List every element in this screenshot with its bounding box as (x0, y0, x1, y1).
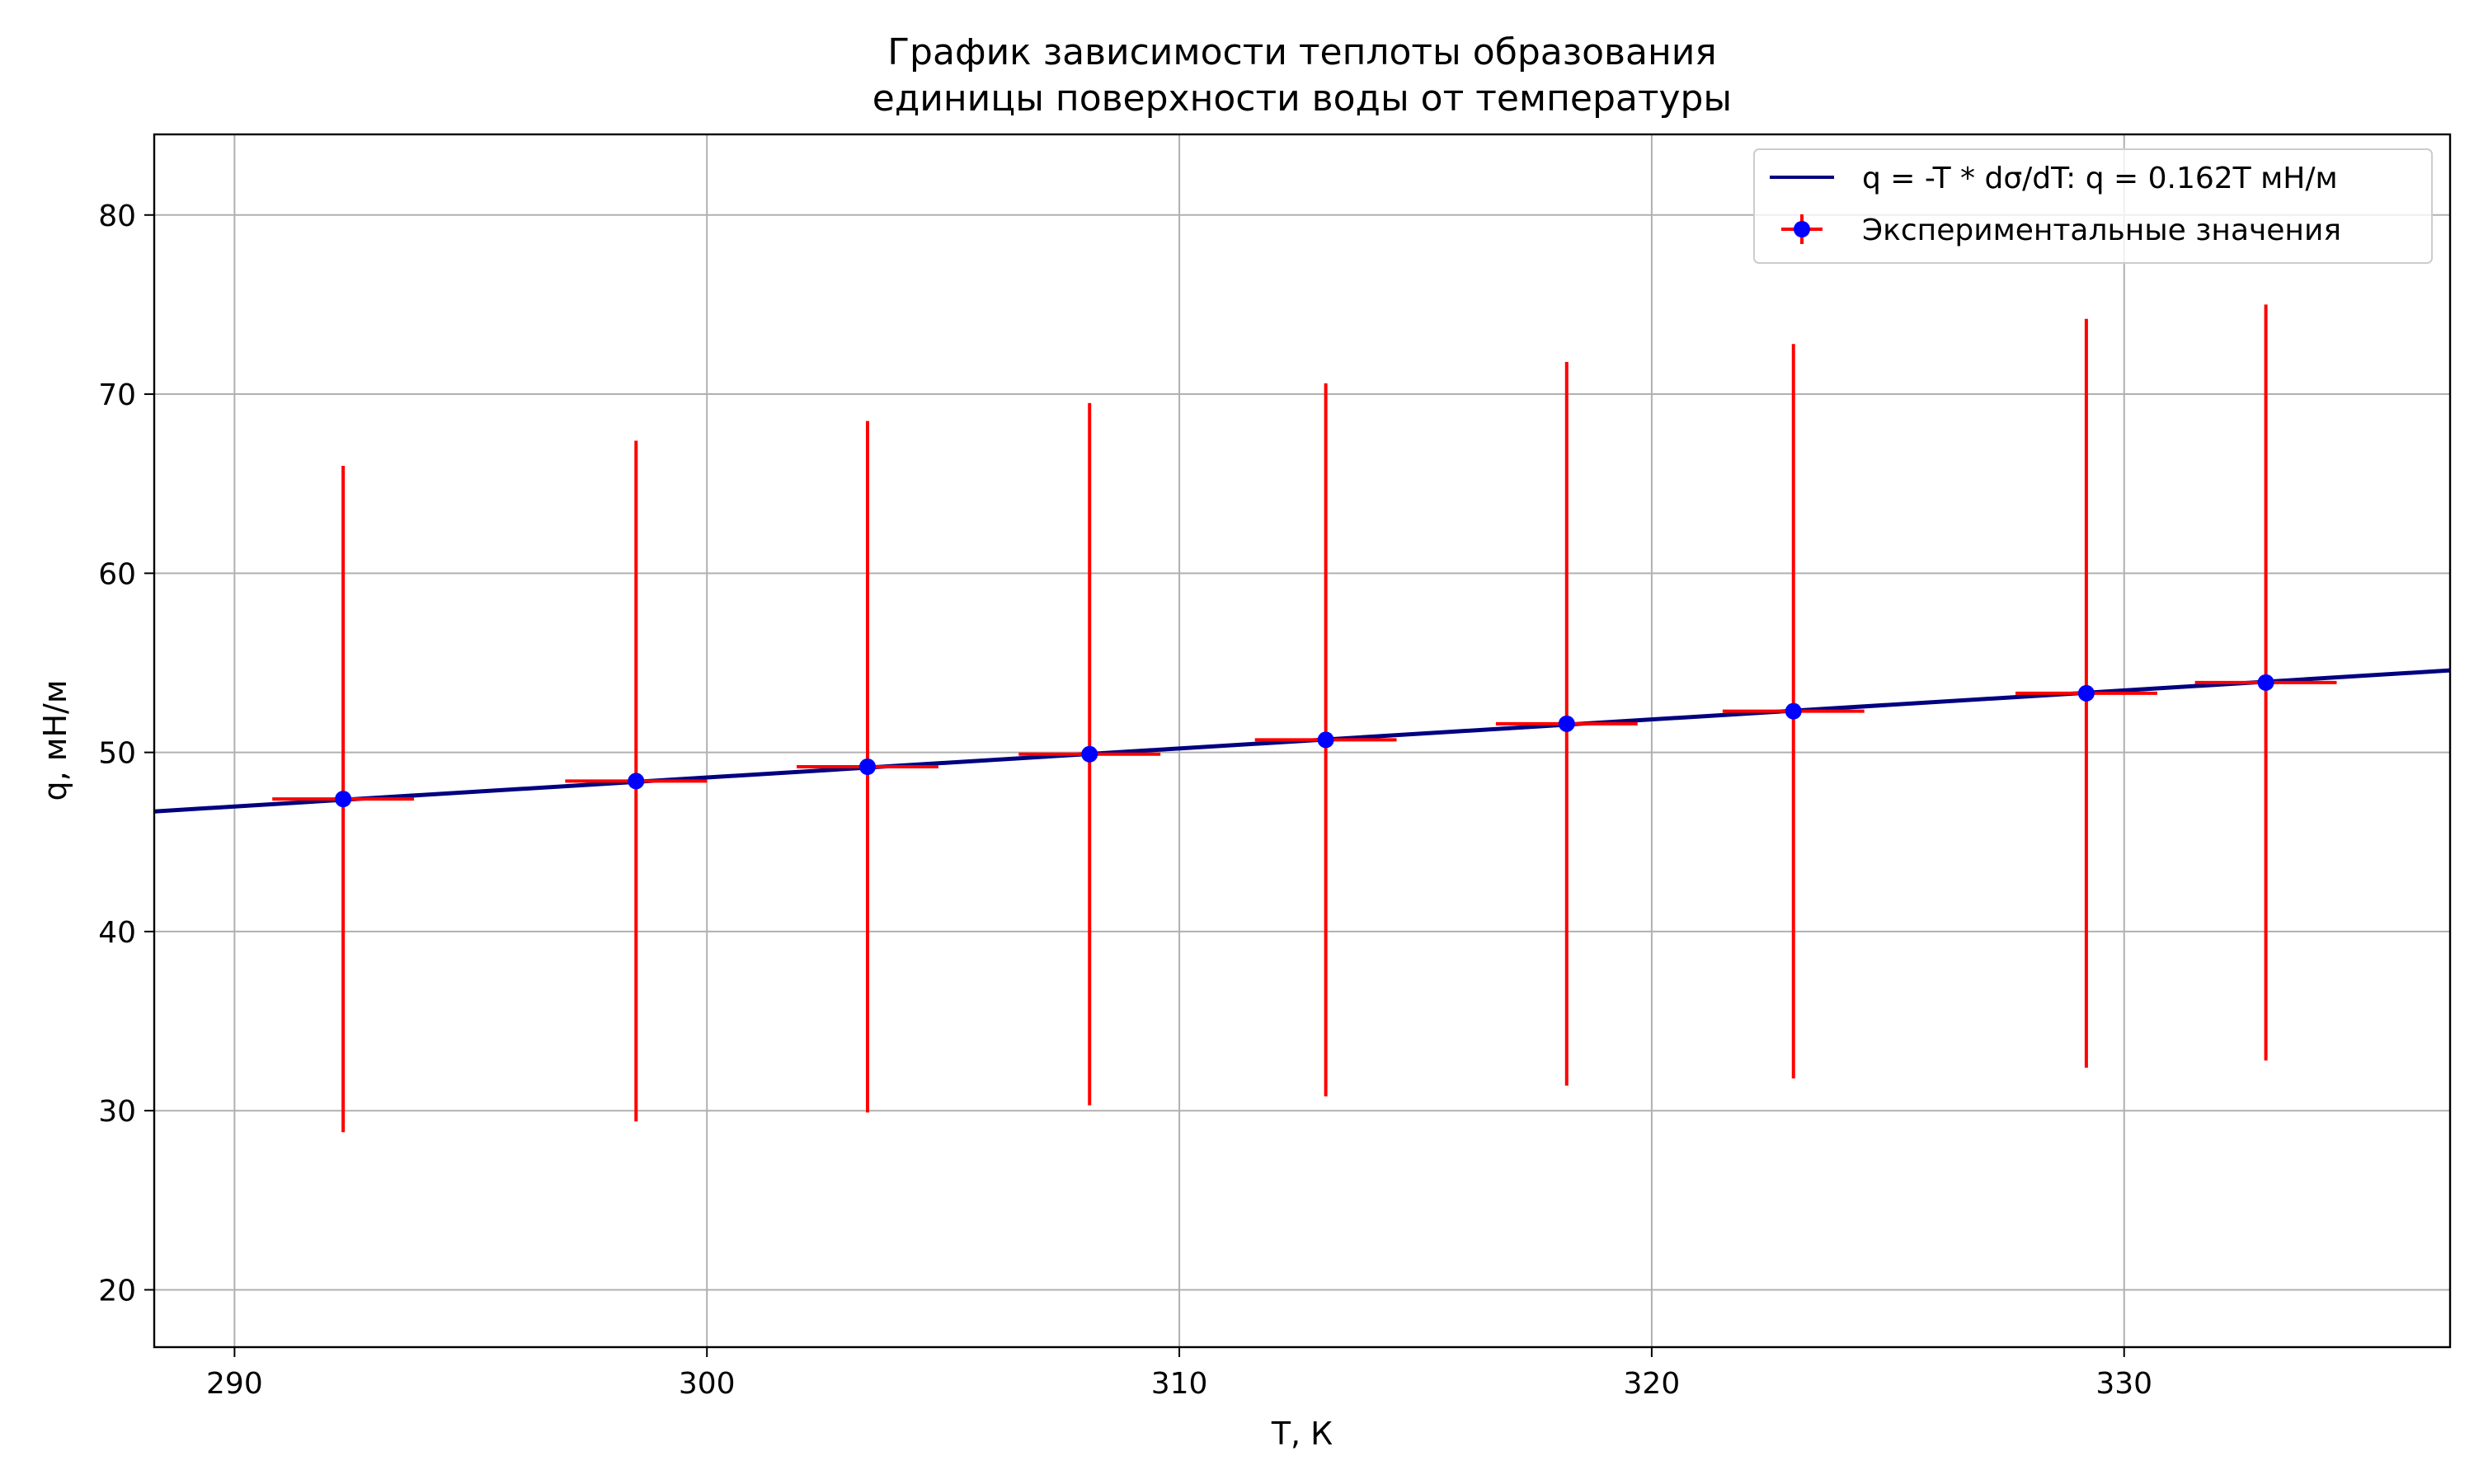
x-tick-label: 310 (1151, 1367, 1208, 1401)
x-tick-label: 300 (679, 1367, 736, 1401)
x-tick-label: 320 (1624, 1367, 1681, 1401)
data-points (335, 674, 2274, 808)
chart-title-line-2: единицы поверхности воды от температуры (872, 77, 1732, 120)
y-tick-label: 70 (98, 378, 136, 412)
y-tick-label: 80 (98, 200, 136, 233)
data-point (1317, 731, 1334, 749)
data-point (1558, 715, 1575, 732)
data-point (1081, 745, 1098, 763)
data-point (1785, 702, 1802, 720)
data-point (628, 773, 645, 790)
legend-box (1753, 148, 2433, 264)
y-tick-label: 50 (98, 737, 136, 771)
legend-marker-swatch (1794, 221, 1810, 237)
data-point (335, 791, 352, 808)
plot-area-frame (153, 133, 2452, 1349)
y-axis-label: q, мН/м (37, 680, 73, 801)
grid-lines (154, 134, 2450, 1347)
legend-fit-line-label: q = -T * dσ/dT: q = 0.162T мН/м (1862, 162, 2338, 195)
y-axis-ticks: 20 30 40 50 60 70 80 (98, 200, 154, 1308)
x-tick-label: 290 (206, 1367, 263, 1401)
x-axis-ticks: 290 300 310 320 330 (206, 1347, 2152, 1401)
y-tick-label: 30 (98, 1095, 136, 1129)
y-tick-label: 40 (98, 916, 136, 950)
data-point (858, 758, 876, 776)
y-tick-label: 60 (98, 557, 136, 591)
data-point (2257, 674, 2274, 691)
legend-series-label: Экспериментальные значения (1862, 214, 2341, 247)
x-tick-label: 330 (2095, 1367, 2152, 1401)
y-tick-label: 20 (98, 1274, 136, 1308)
x-axis-label: T, К (1271, 1416, 1333, 1452)
chart-title-line-1: График зависимости теплоты образования (887, 31, 1717, 73)
data-point (2077, 684, 2095, 702)
legend: q = -T * dσ/dT: q = 0.162T мН/м Эксперим… (1753, 148, 2433, 264)
